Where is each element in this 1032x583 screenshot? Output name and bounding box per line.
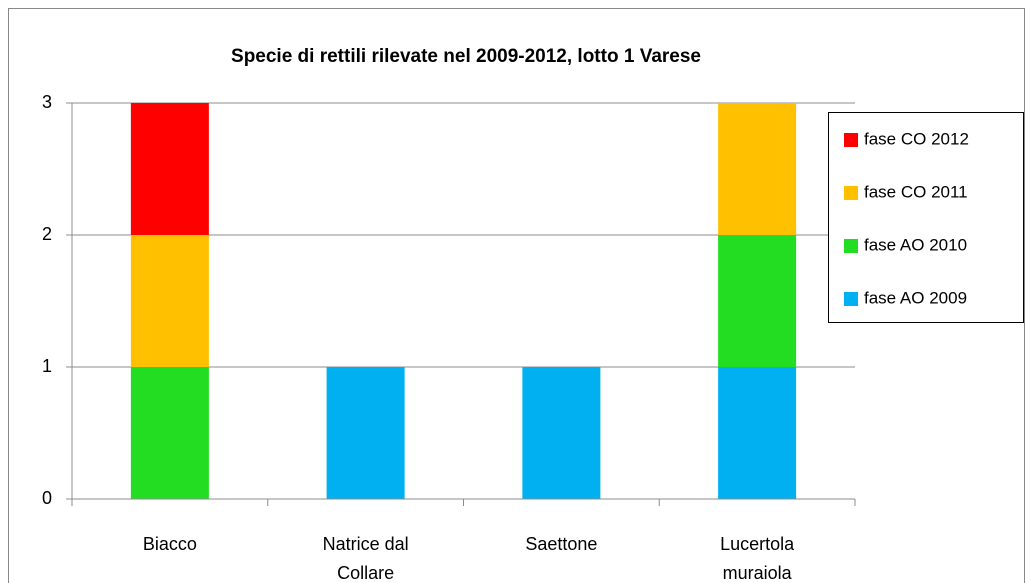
x-tick-label: Lucertola muraiola — [720, 534, 795, 583]
legend-label: fase CO 2011 — [864, 182, 968, 201]
x-tick-label: Saettone — [525, 534, 597, 554]
bar-segment — [130, 367, 209, 499]
x-tick-label: Natrice dal Collare — [323, 534, 409, 583]
legend-label: fase AO 2010 — [864, 235, 967, 254]
y-tick-label: 1 — [42, 356, 52, 376]
legend-box — [828, 112, 1024, 323]
bar-segment — [718, 367, 797, 499]
legend-swatch — [844, 292, 858, 306]
legend-swatch — [844, 186, 858, 200]
bar-segment — [718, 235, 797, 367]
legend-swatch — [844, 133, 858, 147]
x-tick-label: Biacco — [143, 534, 197, 554]
bar-segment — [718, 103, 797, 235]
bar-segment — [130, 103, 209, 235]
legend-swatch — [844, 239, 858, 253]
legend-label: fase AO 2009 — [864, 288, 967, 307]
chart-title: Specie di rettili rilevate nel 2009-2012… — [231, 46, 701, 67]
y-tick-label: 2 — [42, 224, 52, 244]
y-tick-label: 0 — [42, 488, 52, 508]
bar-segment — [522, 367, 601, 499]
y-tick-label: 3 — [42, 92, 52, 112]
legend-label: fase CO 2012 — [864, 129, 969, 148]
bar-segment — [130, 235, 209, 367]
bar-segment — [326, 367, 405, 499]
